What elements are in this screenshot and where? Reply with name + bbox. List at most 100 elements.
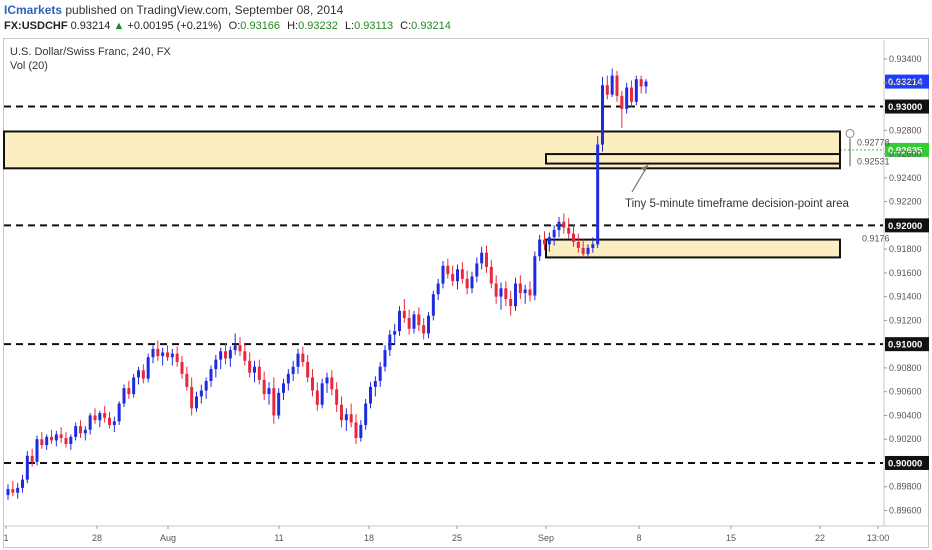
candle-body[interactable] bbox=[54, 434, 58, 441]
candle-body[interactable] bbox=[586, 247, 590, 254]
publisher-link[interactable]: ICmarkets bbox=[4, 3, 63, 17]
candle-body[interactable] bbox=[572, 233, 575, 242]
candle-body[interactable] bbox=[253, 366, 256, 373]
candle-body[interactable] bbox=[427, 315, 430, 334]
candle-body[interactable] bbox=[320, 383, 324, 405]
candle-body[interactable] bbox=[79, 426, 82, 434]
candle-body[interactable] bbox=[620, 95, 624, 109]
candle-body[interactable] bbox=[122, 388, 126, 404]
candle-body[interactable] bbox=[340, 404, 343, 421]
candle-body[interactable] bbox=[451, 274, 455, 282]
candle-body[interactable] bbox=[35, 439, 39, 462]
candle-body[interactable] bbox=[74, 426, 78, 437]
candle-body[interactable] bbox=[538, 239, 542, 257]
candle-body[interactable] bbox=[277, 392, 281, 416]
tiny-5-minute-zone[interactable] bbox=[545, 153, 841, 165]
candle-body[interactable] bbox=[30, 455, 34, 462]
candle-body[interactable] bbox=[185, 373, 189, 387]
candle-body[interactable] bbox=[644, 81, 648, 87]
candle-body[interactable] bbox=[301, 353, 305, 362]
lower-demand-zone[interactable] bbox=[545, 238, 841, 259]
candle-body[interactable] bbox=[315, 390, 319, 405]
candle-body[interactable] bbox=[161, 352, 165, 357]
candle-body[interactable] bbox=[117, 403, 121, 422]
candle-body[interactable] bbox=[475, 263, 479, 277]
candle-body[interactable] bbox=[596, 144, 600, 245]
candle-body[interactable] bbox=[518, 283, 522, 294]
candle-body[interactable] bbox=[460, 269, 464, 279]
candle-body[interactable] bbox=[576, 241, 580, 248]
candle-body[interactable] bbox=[557, 221, 561, 231]
candle-body[interactable] bbox=[16, 487, 20, 493]
candle-body[interactable] bbox=[581, 247, 585, 254]
candle-body[interactable] bbox=[228, 350, 232, 359]
candle-body[interactable] bbox=[233, 345, 237, 351]
candle-body[interactable] bbox=[610, 75, 614, 95]
candle-body[interactable] bbox=[431, 294, 435, 316]
candle-body[interactable] bbox=[523, 289, 527, 294]
candle-body[interactable] bbox=[388, 334, 392, 351]
candle-body[interactable] bbox=[137, 370, 140, 378]
candle-body[interactable] bbox=[98, 413, 102, 421]
candle-body[interactable] bbox=[344, 414, 348, 421]
candle-body[interactable] bbox=[354, 422, 358, 439]
candle-body[interactable] bbox=[25, 455, 29, 480]
candle-body[interactable] bbox=[45, 436, 49, 446]
candle-body[interactable] bbox=[59, 434, 63, 439]
candle-body[interactable] bbox=[547, 237, 551, 245]
candle-body[interactable] bbox=[83, 429, 87, 434]
candle-body[interactable] bbox=[243, 351, 247, 361]
candle-body[interactable] bbox=[533, 256, 537, 296]
candle-body[interactable] bbox=[11, 489, 15, 493]
candle-body[interactable] bbox=[311, 377, 314, 391]
candle-body[interactable] bbox=[373, 380, 377, 387]
candle-body[interactable] bbox=[64, 438, 68, 444]
candle-body[interactable] bbox=[417, 314, 421, 326]
candle-body[interactable] bbox=[88, 415, 92, 430]
candle-body[interactable] bbox=[50, 436, 53, 441]
candle-body[interactable] bbox=[378, 366, 382, 381]
candle-body[interactable] bbox=[195, 396, 198, 409]
candle-body[interactable] bbox=[630, 87, 633, 102]
candle-body[interactable] bbox=[132, 377, 136, 395]
candle-body[interactable] bbox=[219, 351, 223, 360]
candle-body[interactable] bbox=[151, 348, 155, 358]
candle-body[interactable] bbox=[175, 353, 179, 362]
candle-body[interactable] bbox=[267, 388, 271, 395]
candle-body[interactable] bbox=[108, 417, 111, 425]
candle-body[interactable] bbox=[552, 230, 556, 238]
candle-body[interactable] bbox=[465, 278, 469, 289]
candle-body[interactable] bbox=[127, 388, 131, 395]
candle-body[interactable] bbox=[436, 283, 440, 295]
candle-body[interactable] bbox=[402, 310, 406, 319]
candle-body[interactable] bbox=[146, 357, 150, 379]
candle-body[interactable] bbox=[615, 75, 619, 96]
candle-body[interactable] bbox=[494, 283, 498, 297]
candle-body[interactable] bbox=[190, 386, 194, 409]
candle-body[interactable] bbox=[291, 366, 295, 374]
candle-body[interactable] bbox=[407, 318, 411, 329]
candle-body[interactable] bbox=[166, 352, 169, 358]
candle-body[interactable] bbox=[412, 314, 416, 329]
candle-body[interactable] bbox=[69, 436, 73, 444]
candle-body[interactable] bbox=[335, 389, 339, 405]
candle-body[interactable] bbox=[224, 351, 227, 359]
candle-body[interactable] bbox=[480, 252, 484, 264]
candle-body[interactable] bbox=[40, 439, 44, 446]
candle-body[interactable] bbox=[422, 325, 426, 334]
candle-body[interactable] bbox=[296, 353, 300, 367]
candle-body[interactable] bbox=[170, 353, 174, 358]
candle-body[interactable] bbox=[634, 79, 638, 102]
candle-body[interactable] bbox=[325, 377, 329, 384]
candle-body[interactable] bbox=[364, 403, 368, 425]
candle-body[interactable] bbox=[103, 413, 107, 418]
candle-body[interactable] bbox=[567, 227, 571, 234]
candle-body[interactable] bbox=[499, 288, 503, 297]
candle-body[interactable] bbox=[528, 289, 532, 296]
candle-body[interactable] bbox=[286, 373, 290, 384]
candle-body[interactable] bbox=[248, 360, 252, 373]
candle-body[interactable] bbox=[6, 489, 10, 496]
candle-body[interactable] bbox=[330, 377, 334, 390]
candle-body[interactable] bbox=[383, 350, 387, 367]
